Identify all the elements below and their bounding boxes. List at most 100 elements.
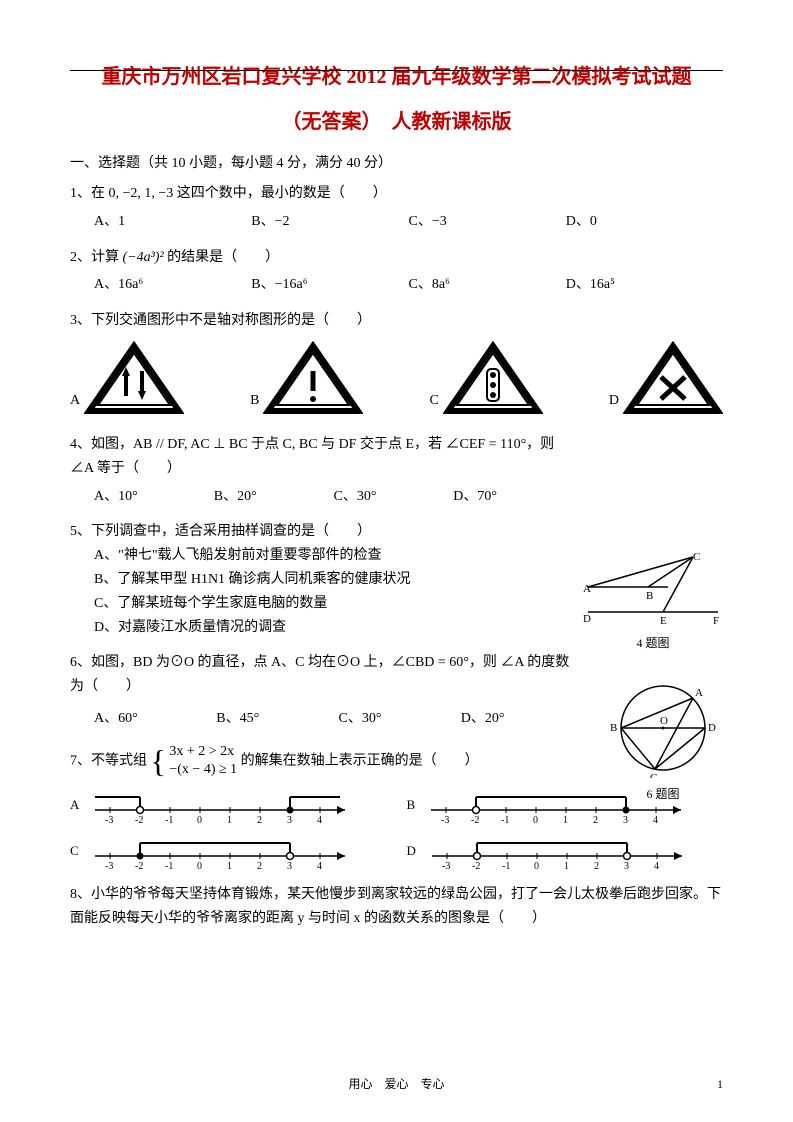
q3-label-a: A bbox=[70, 389, 80, 413]
q7-label-b: B bbox=[407, 794, 416, 816]
page-footer: 用心 爱心 专心 bbox=[0, 1075, 793, 1092]
q5-opt-c: C、了解某班每个学生家庭电脑的数量 bbox=[94, 592, 573, 616]
q3-label-d: D bbox=[609, 389, 619, 413]
q1-options: A、1 B、−2 C、−3 D、0 bbox=[94, 210, 723, 234]
q5-opt-b: B、了解某甲型 H1N1 确诊病人同机乘客的健康状况 bbox=[94, 568, 573, 592]
svg-text:4: 4 bbox=[317, 815, 322, 825]
numberline-a: -3 -2 -1 0 1 2 3 4 bbox=[85, 785, 355, 825]
svg-text:3: 3 bbox=[623, 815, 628, 825]
q4-opt-b: B、20° bbox=[214, 485, 334, 509]
svg-text:4: 4 bbox=[654, 861, 659, 871]
svg-text:2: 2 bbox=[257, 861, 262, 871]
q3-text: 3、下列交通图形中不是轴对称图形的是（ ） bbox=[70, 309, 723, 333]
q4-opt-d: D、70° bbox=[453, 485, 573, 509]
page-number: 1 bbox=[717, 1077, 723, 1092]
numberline-d: -3 -2 -1 0 1 2 3 4 bbox=[422, 831, 692, 871]
q2-post: 的结果是（ ） bbox=[167, 250, 279, 265]
triangle-lights-icon bbox=[443, 341, 543, 421]
q6-text: 6、如图，BD 为⊙O 的直径，点 A、C 均在⊙O 上，∠CBD = 60°，… bbox=[70, 651, 583, 699]
question-2: 2、计算 (−4a³)² 的结果是（ ） A、16a⁶ B、−16a⁶ C、8a… bbox=[70, 246, 723, 298]
q7-row2: C -3 -2 -1 0 1 2 3 4 bbox=[70, 831, 723, 871]
q2-opt-d: D、16a⁵ bbox=[566, 273, 723, 297]
q1-opt-b: B、−2 bbox=[251, 210, 408, 234]
q6-figure: A B C D O 6 题图 bbox=[603, 678, 723, 802]
q2-opt-b: B、−16a⁶ bbox=[251, 273, 408, 297]
svg-text:0: 0 bbox=[534, 861, 539, 871]
q4-diagram: A B C D E F bbox=[583, 552, 723, 627]
q7-fig-d: D -3 -2 -1 0 1 2 3 4 bbox=[407, 831, 724, 871]
svg-text:-1: -1 bbox=[165, 815, 173, 825]
svg-text:D: D bbox=[583, 613, 591, 625]
q7-eq2: −(x − 4) ≥ 1 bbox=[169, 761, 237, 779]
svg-text:0: 0 bbox=[197, 815, 202, 825]
svg-text:-3: -3 bbox=[105, 861, 113, 871]
svg-text:-2: -2 bbox=[135, 815, 143, 825]
svg-text:-1: -1 bbox=[165, 861, 173, 871]
svg-text:F: F bbox=[713, 615, 719, 627]
q2-opt-c: C、8a⁶ bbox=[409, 273, 566, 297]
q4-figure: A B C D E F 4 题图 bbox=[583, 552, 723, 651]
svg-text:-3: -3 bbox=[442, 861, 450, 871]
q1-text: 1、在 0, −2, 1, −3 这四个数中，最小的数是（ ） bbox=[70, 182, 723, 206]
q5-opt-d: D、对嘉陵江水质量情况的调查 bbox=[94, 616, 573, 640]
q4-opt-a: A、10° bbox=[94, 485, 214, 509]
question-3: 3、下列交通图形中不是轴对称图形的是（ ） A B C bbox=[70, 309, 723, 421]
svg-text:A: A bbox=[695, 687, 703, 699]
svg-text:3: 3 bbox=[287, 861, 292, 871]
q7-label-a: A bbox=[70, 794, 79, 816]
svg-text:0: 0 bbox=[533, 815, 538, 825]
svg-text:-2: -2 bbox=[135, 861, 143, 871]
q7-label-d: D bbox=[407, 840, 416, 862]
q4-options: A、10° B、20° C、30° D、70° bbox=[94, 485, 573, 509]
svg-text:1: 1 bbox=[227, 861, 232, 871]
q6-caption: 6 题图 bbox=[603, 785, 723, 802]
q4-caption: 4 题图 bbox=[583, 634, 723, 651]
svg-text:-2: -2 bbox=[472, 861, 480, 871]
q2-pre: 2、计算 bbox=[70, 250, 119, 265]
q1-opt-c: C、−3 bbox=[409, 210, 566, 234]
q7-eq1: 3x + 2 > 2x bbox=[169, 743, 237, 761]
q7-system: 3x + 2 > 2x −(x − 4) ≥ 1 bbox=[169, 743, 237, 779]
svg-text:A: A bbox=[583, 583, 591, 595]
svg-text:E: E bbox=[660, 615, 667, 627]
q6-opt-c: C、30° bbox=[339, 707, 461, 731]
svg-text:4: 4 bbox=[653, 815, 658, 825]
brace-icon: { bbox=[151, 753, 166, 769]
numberline-c: -3 -2 -1 0 1 2 3 4 bbox=[85, 831, 355, 871]
q4-text: 4、如图，AB // DF, AC ⊥ BC 于点 C, BC 与 DF 交于点… bbox=[70, 433, 573, 481]
q6-options: A、60° B、45° C、30° D、20° bbox=[94, 707, 583, 731]
q4-opt-c: C、30° bbox=[334, 485, 454, 509]
svg-text:4: 4 bbox=[317, 861, 322, 871]
q6-opt-a: A、60° bbox=[94, 707, 216, 731]
q8-text: 8、小华的爷爷每天坚持体育锻炼，某天他慢步到离家较远的绿岛公园，打了一会儿太极拳… bbox=[70, 883, 723, 931]
q3-fig-b: B bbox=[250, 341, 363, 421]
q6-diagram: A B C D O bbox=[603, 678, 723, 778]
q7-fig-a: A -3 -2 -1 0 1 2 3 4 bbox=[70, 785, 387, 825]
q7-fig-c: C -3 -2 -1 0 1 2 3 4 bbox=[70, 831, 387, 871]
svg-text:B: B bbox=[646, 590, 653, 602]
svg-text:1: 1 bbox=[564, 861, 569, 871]
svg-text:-1: -1 bbox=[501, 815, 509, 825]
svg-text:B: B bbox=[610, 722, 617, 734]
exam-subtitle: （无答案） 人教新课标版 bbox=[70, 105, 723, 134]
svg-text:2: 2 bbox=[257, 815, 262, 825]
question-8: 8、小华的爷爷每天坚持体育锻炼，某天他慢步到离家较远的绿岛公园，打了一会儿太极拳… bbox=[70, 883, 723, 931]
q3-fig-d: D bbox=[609, 341, 723, 421]
q2-expr: (−4a³)² bbox=[123, 250, 164, 265]
q1-opt-d: D、0 bbox=[566, 210, 723, 234]
svg-text:3: 3 bbox=[287, 815, 292, 825]
q3-figures: A B C bbox=[70, 341, 723, 421]
triangle-cross-icon bbox=[623, 341, 723, 421]
svg-text:2: 2 bbox=[594, 861, 599, 871]
svg-text:-3: -3 bbox=[441, 815, 449, 825]
svg-text:O: O bbox=[660, 715, 668, 727]
svg-text:C: C bbox=[693, 552, 700, 563]
q7-label-c: C bbox=[70, 840, 79, 862]
q7-post: 的解集在数轴上表示正确的是（ ） bbox=[241, 753, 479, 768]
q3-label-c: C bbox=[430, 389, 439, 413]
section-1-heading: 一、选择题（共 10 小题，每小题 4 分，满分 40 分） bbox=[70, 152, 723, 172]
q2-opt-a: A、16a⁶ bbox=[94, 273, 251, 297]
q3-fig-c: C bbox=[430, 341, 543, 421]
q3-fig-a: A bbox=[70, 341, 184, 421]
exam-title: 重庆市万州区岩口复兴学校 2012 届九年级数学第二次模拟考试试题 bbox=[70, 60, 723, 89]
